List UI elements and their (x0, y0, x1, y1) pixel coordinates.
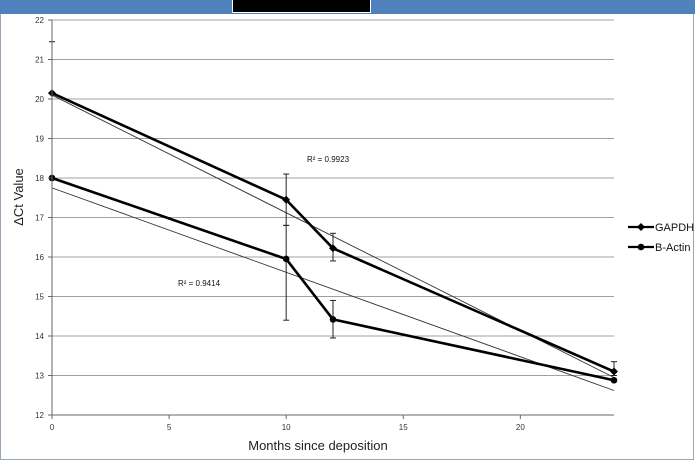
legend-bactin-label: B-Actin (655, 242, 690, 254)
x-tick-label: 20 (516, 423, 525, 432)
error-bars (49, 41, 617, 376)
tick-labels: 12 13 14 15 16 17 18 19 20 21 22 0 5 10 15 20 (35, 16, 525, 432)
series-markers (48, 89, 618, 384)
gapdh-point (282, 195, 291, 204)
y-tick-label: 21 (35, 56, 44, 65)
gapdh-line (51, 91, 615, 373)
x-axis-title: Months since deposition (248, 438, 387, 453)
b-actin-trendline (51, 187, 615, 391)
legend: GAPDH B-Actin (628, 222, 694, 254)
legend-bactin-marker (637, 243, 645, 251)
y-tick-label: 13 (35, 372, 44, 381)
y-tick-label: 12 (35, 411, 44, 420)
bactin-r2-annotation: R² = 0.9414 (178, 279, 221, 288)
chart-frame (0, 14, 694, 460)
b-actin-point (610, 376, 618, 384)
x-tick-label: 0 (50, 423, 55, 432)
series-lines (51, 91, 615, 382)
y-tick-label: 20 (35, 95, 44, 104)
gridlines (52, 19, 614, 416)
gapdh-r2-annotation: R² = 0.9923 (307, 155, 350, 164)
gapdh-point (610, 367, 618, 376)
y-tick-label: 22 (35, 16, 44, 25)
y-tick-label: 16 (35, 253, 44, 262)
axes (48, 19, 614, 419)
y-axis-title: ΔCt Value (11, 168, 26, 226)
redacted-title-bar (232, 0, 371, 13)
y-tick-label: 15 (35, 293, 44, 302)
gapdh-point (329, 244, 337, 253)
x-tick-label: 10 (282, 423, 291, 432)
window-title-band (0, 0, 695, 14)
legend-gapdh-marker (637, 223, 645, 231)
y-tick-label: 18 (35, 174, 44, 183)
y-tick-label: 19 (35, 135, 44, 144)
x-tick-label: 15 (399, 423, 408, 432)
b-actin-point (282, 255, 290, 263)
x-tick-label: 5 (167, 423, 172, 432)
b-actin-point (329, 316, 337, 323)
legend-gapdh-label: GAPDH (655, 222, 694, 234)
y-tick-label: 17 (35, 214, 44, 223)
b-actin-line (51, 176, 615, 382)
y-tick-label: 14 (35, 332, 44, 341)
